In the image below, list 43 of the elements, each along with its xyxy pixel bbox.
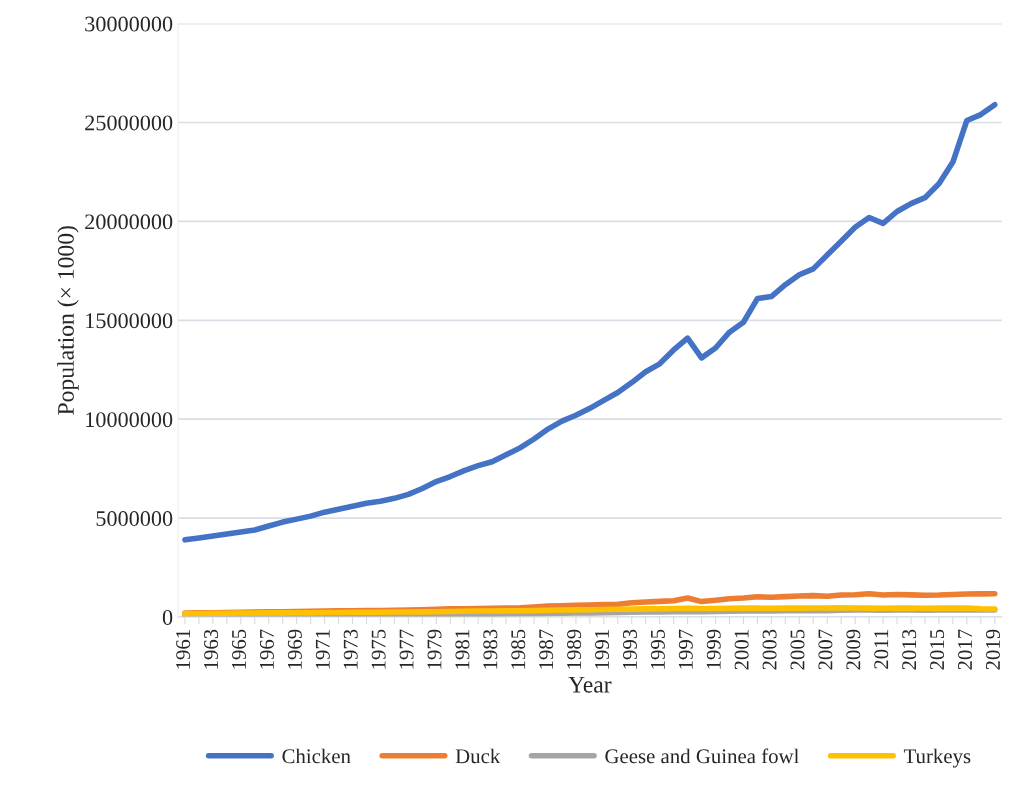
x-tick-label: 2003 [762, 629, 777, 670]
x-tick-label: 1961 [176, 630, 191, 669]
x-tick-label: 1981 [455, 630, 470, 669]
x-tick-label: 2009 [846, 629, 861, 670]
x-tick-label: 2015 [930, 629, 945, 670]
x-tick-label: 1987 [539, 629, 554, 669]
x-tick-label: 1973 [343, 629, 358, 669]
x-axis-title: Year [568, 676, 612, 693]
y-tick-label: 30000000 [85, 16, 173, 32]
y-tick-label: 5000000 [96, 511, 173, 527]
x-tick-label: 2013 [902, 629, 917, 670]
x-tick-label: 1995 [650, 629, 665, 669]
x-tick-label: 1997 [678, 629, 693, 669]
x-tick-label: 1967 [259, 629, 274, 669]
legend-label: Duck [455, 748, 501, 764]
y-tick-label: 20000000 [85, 214, 173, 230]
x-tick-label: 1979 [427, 629, 442, 669]
y-tick-label: 0 [162, 609, 173, 625]
x-tick-label: 1999 [706, 629, 721, 669]
y-axis-title: Population (× 1000) [57, 226, 79, 415]
x-tick-label: 2017 [958, 629, 973, 670]
x-tick-label: 1991 [595, 630, 610, 669]
x-tick-label: 1975 [371, 629, 386, 669]
x-tick-label: 2019 [985, 629, 1000, 670]
x-tick-label: 2001 [734, 630, 749, 670]
y-tick-label: 10000000 [86, 412, 173, 428]
x-tick-label: 1993 [622, 629, 637, 669]
x-tick-label: 1971 [315, 630, 330, 669]
x-tick-label: 1969 [287, 629, 302, 669]
x-tick-label: 1985 [511, 629, 526, 669]
y-tick-label: 15000000 [86, 313, 173, 329]
x-tick-label: 1965 [232, 629, 247, 669]
legend-label: Chicken [282, 748, 351, 764]
x-tick-label: 2007 [818, 629, 833, 670]
x-tick-label: 1963 [204, 629, 219, 669]
legend-label: Turkeys [903, 748, 971, 768]
x-tick-label: 1977 [399, 629, 414, 669]
y-tick-label: 25000000 [85, 115, 173, 131]
x-tick-label: 2011 [874, 630, 889, 669]
x-tick-label: 1983 [483, 629, 498, 669]
legend-label: Geese and Guinea fowl [605, 748, 799, 764]
x-tick-label: 1989 [567, 629, 582, 669]
x-tick-label: 2005 [790, 629, 805, 670]
